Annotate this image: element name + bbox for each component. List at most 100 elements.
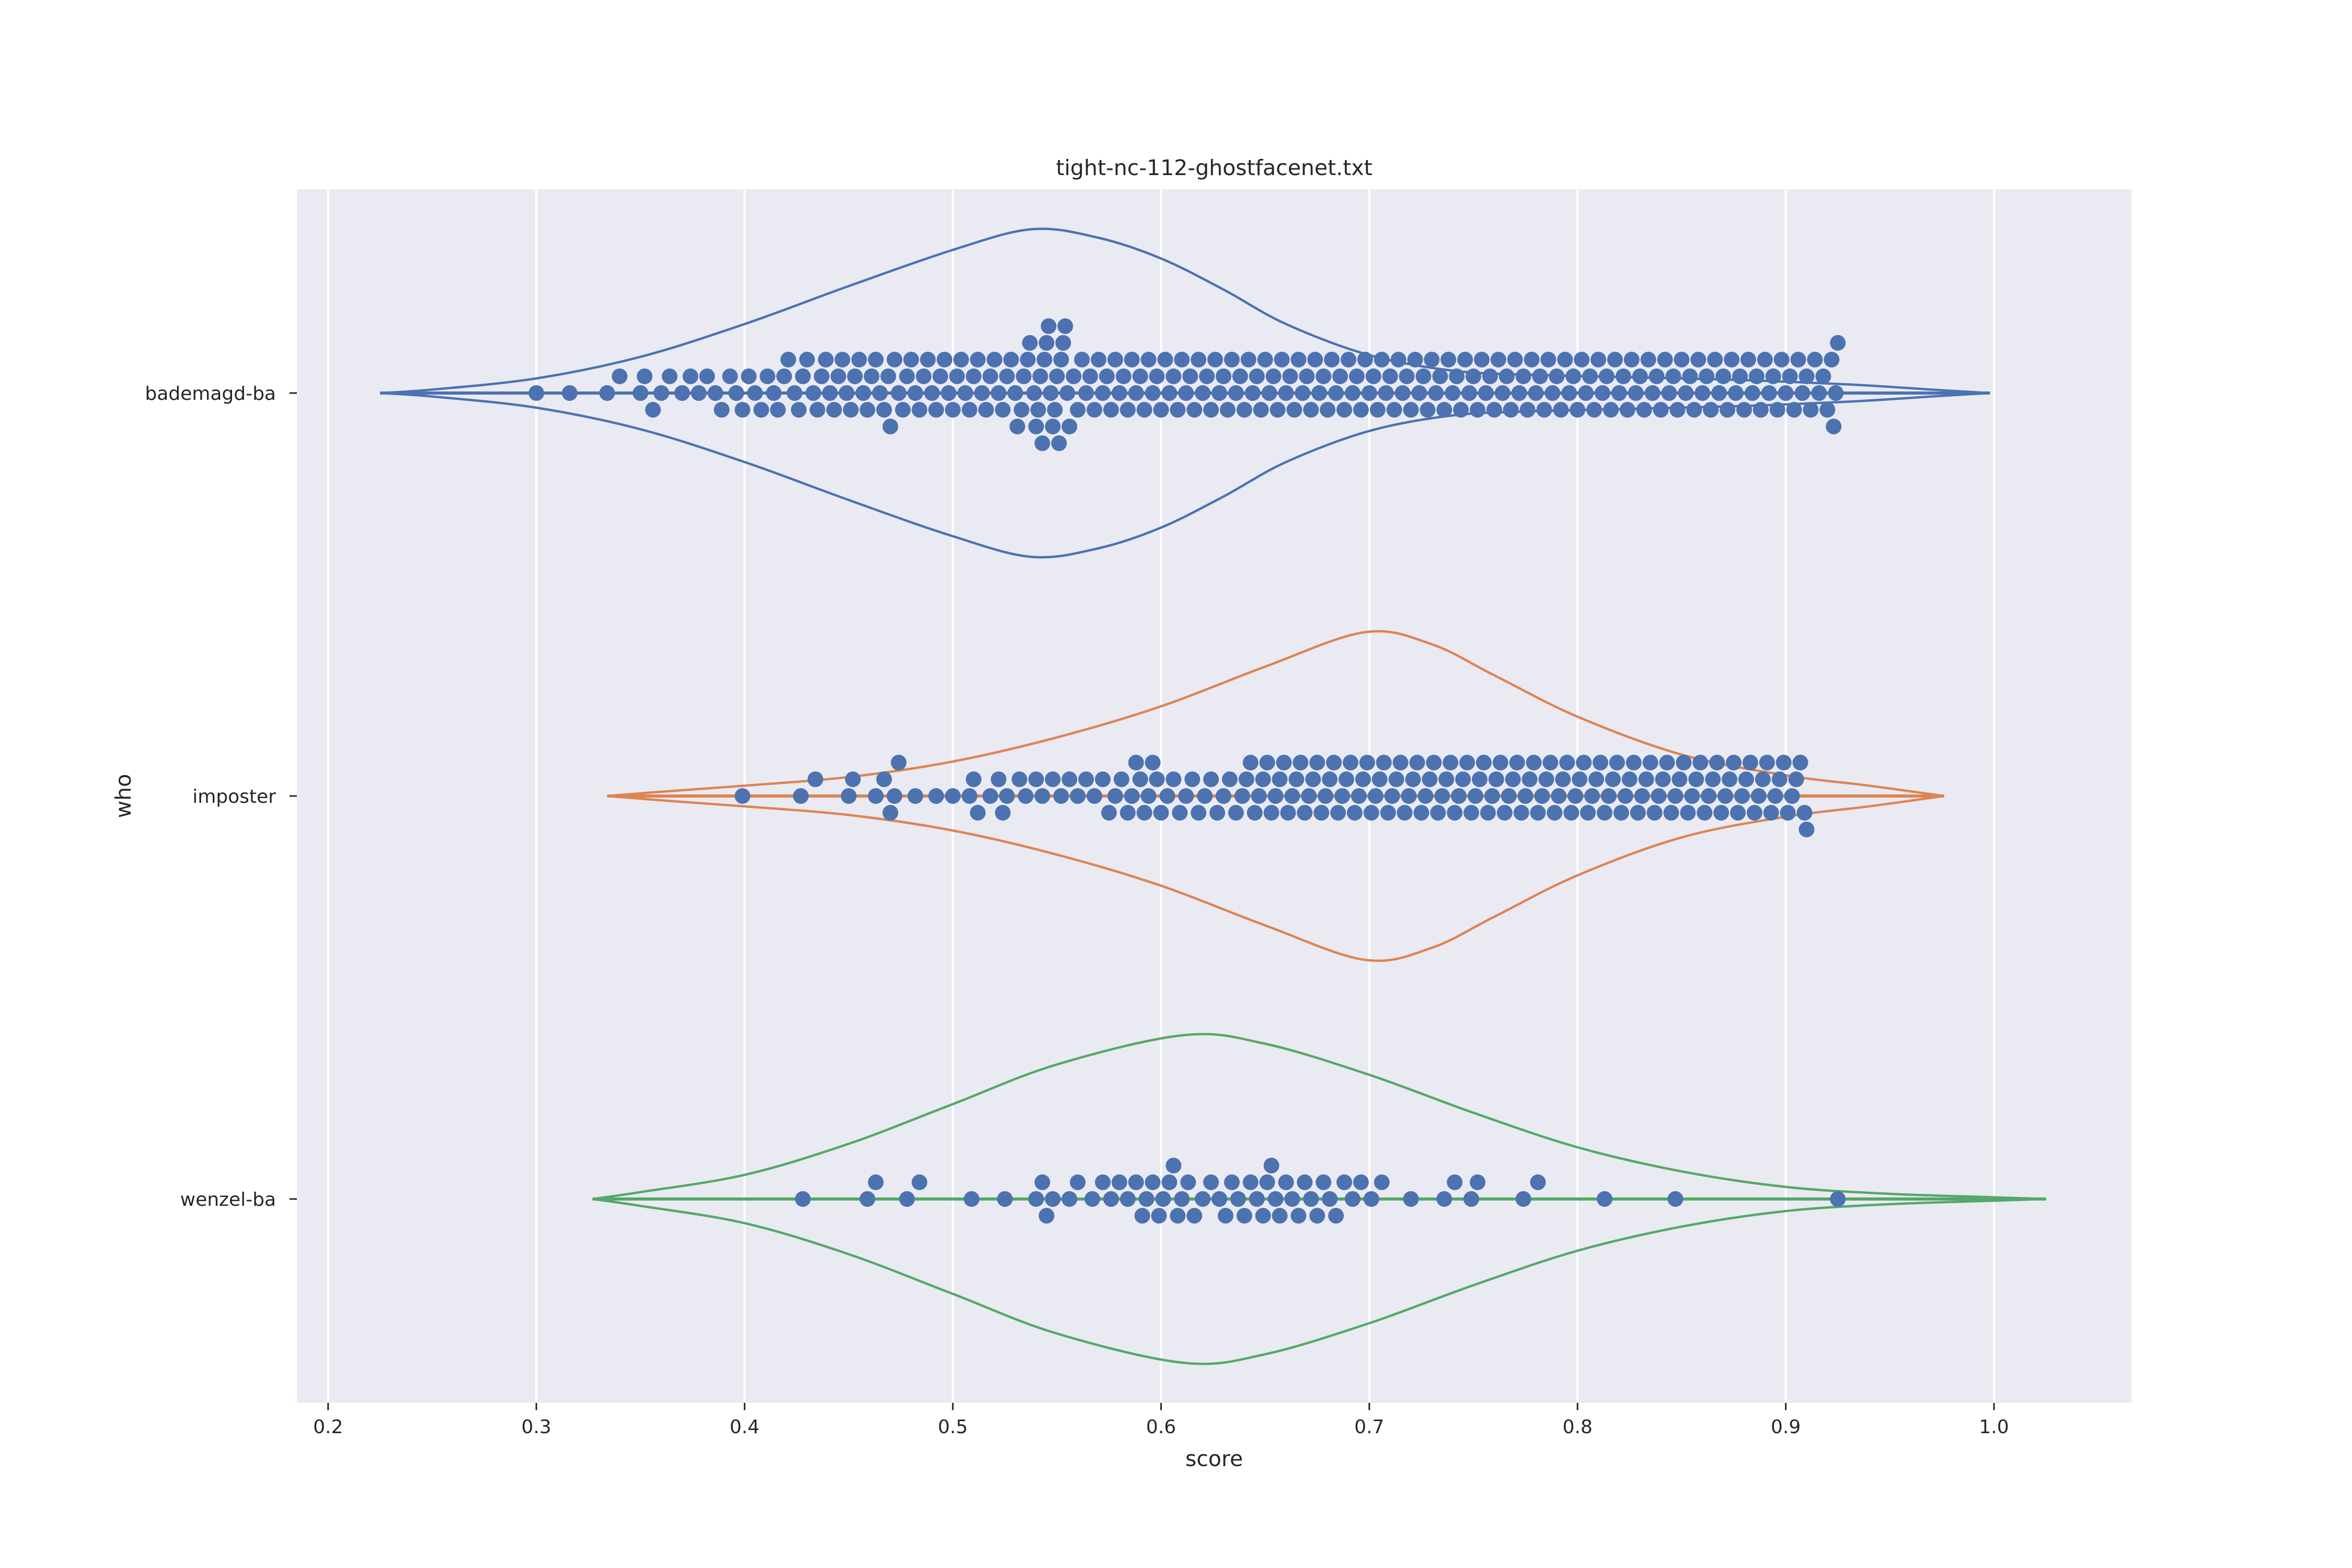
swarm-point-imposter [1521, 771, 1538, 787]
swarm-point-bademagd-ba [1595, 385, 1610, 401]
swarm-point-bademagd-ba [1244, 385, 1261, 401]
swarm-point-bademagd-ba [1149, 368, 1165, 384]
swarm-point-imposter [1401, 788, 1417, 804]
swarm-point-bademagd-ba [995, 402, 1011, 418]
swarm-point-imposter [1371, 771, 1388, 787]
swarm-point-imposter [840, 788, 857, 804]
y-tick-label: bademagd-ba [145, 383, 276, 405]
swarm-point-imposter [1746, 805, 1762, 821]
y-tick-label: wenzel-ba [180, 1189, 276, 1210]
swarm-point-imposter [1018, 788, 1034, 804]
swarm-point-wenzel-ba [899, 1191, 915, 1207]
swarm-point-imposter [1496, 805, 1513, 821]
swarm-point-imposter [1688, 771, 1704, 787]
swarm-point-imposter [1613, 805, 1629, 821]
swarm-point-bademagd-ba [1611, 385, 1627, 401]
swarm-point-bademagd-ba [1212, 385, 1227, 401]
swarm-point-imposter [1140, 788, 1157, 804]
swarm-point-bademagd-ba [843, 402, 859, 418]
swarm-point-imposter [1259, 755, 1275, 770]
swarm-point-imposter [1651, 788, 1667, 804]
swarm-point-wenzel-ba [1128, 1174, 1144, 1190]
swarm-point-bademagd-ba [599, 385, 615, 401]
swarm-point-bademagd-ba [1086, 402, 1102, 418]
swarm-point-bademagd-ba [1365, 368, 1381, 384]
swarm-point-bademagd-ba [970, 352, 986, 367]
swarm-point-bademagd-ba [1553, 402, 1569, 418]
swarm-point-bademagd-ba [690, 385, 707, 401]
swarm-point-imposter [1430, 805, 1446, 821]
swarm-point-imposter [1132, 771, 1148, 787]
swarm-point-imposter [1717, 788, 1734, 804]
swarm-point-bademagd-ba [1378, 385, 1394, 401]
swarm-point-bademagd-ba [1261, 385, 1277, 401]
swarm-point-bademagd-ba [822, 385, 838, 401]
swarm-point-imposter [1191, 805, 1207, 821]
swarm-point-bademagd-ba [1761, 385, 1777, 401]
swarm-point-bademagd-ba [1039, 335, 1055, 351]
swarm-point-imposter [1534, 788, 1550, 804]
swarm-point-bademagd-ba [1786, 402, 1802, 418]
swarm-point-bademagd-ba [1507, 352, 1523, 367]
swarm-point-imposter [1792, 755, 1808, 770]
swarm-point-imposter [868, 788, 884, 804]
swarm-point-wenzel-ba [997, 1191, 1013, 1207]
swarm-point-imposter [1238, 771, 1254, 787]
swarm-point-imposter [1318, 788, 1334, 804]
swarm-point-imposter [1184, 771, 1201, 787]
swarm-point-imposter [907, 788, 924, 804]
swarm-point-imposter [1363, 805, 1379, 821]
swarm-point-bademagd-ba [1682, 368, 1698, 384]
swarm-point-wenzel-ba [1830, 1191, 1846, 1207]
swarm-point-imposter [1322, 771, 1338, 787]
swarm-point-bademagd-ba [1803, 402, 1819, 418]
swarm-point-imposter [1547, 805, 1563, 821]
swarm-point-bademagd-ba [810, 402, 825, 418]
swarm-point-bademagd-ba [728, 385, 744, 401]
swarm-point-bademagd-ba [1678, 385, 1694, 401]
swarm-point-bademagd-ba [1107, 352, 1123, 367]
swarm-point-bademagd-ba [876, 402, 892, 418]
swarm-point-bademagd-ba [1773, 352, 1790, 367]
swarm-point-imposter [961, 788, 977, 804]
swarm-point-bademagd-ba [1249, 368, 1265, 384]
swarm-point-wenzel-ba [912, 1174, 928, 1190]
swarm-point-wenzel-ba [795, 1191, 811, 1207]
swarm-point-bademagd-ba [1794, 385, 1811, 401]
swarm-point-imposter [1309, 755, 1325, 770]
swarm-point-bademagd-ba [903, 352, 919, 367]
swarm-point-wenzel-ba [1259, 1174, 1275, 1190]
swarm-point-imposter [1530, 805, 1546, 821]
swarm-point-imposter [1397, 805, 1413, 821]
swarm-point-imposter [1726, 755, 1742, 770]
swarm-point-bademagd-ba [1636, 402, 1652, 418]
swarm-point-imposter [1417, 788, 1434, 804]
swarm-point-bademagd-ba [1778, 385, 1794, 401]
swarm-point-imposter [1742, 755, 1758, 770]
swarm-point-wenzel-ba [1667, 1191, 1684, 1207]
swarm-point-imposter [1426, 755, 1442, 770]
swarm-point-imposter [1488, 771, 1504, 787]
swarm-point-bademagd-ba [1619, 402, 1635, 418]
swarm-point-bademagd-ba [1699, 368, 1715, 384]
swarm-point-imposter [1234, 788, 1250, 804]
swarm-point-wenzel-ba [859, 1191, 875, 1207]
swarm-point-imposter [1413, 805, 1429, 821]
swarm-point-bademagd-ba [895, 402, 911, 418]
swarm-point-wenzel-ba [1255, 1208, 1271, 1224]
swarm-point-bademagd-ba [770, 402, 786, 418]
swarm-point-imposter [1045, 771, 1061, 787]
swarm-point-bademagd-ba [1436, 402, 1452, 418]
swarm-point-imposter [882, 805, 898, 821]
swarm-point-bademagd-ba [834, 352, 850, 367]
swarm-point-imposter [1128, 755, 1144, 770]
swarm-point-bademagd-ba [1561, 385, 1577, 401]
swarm-point-imposter [1330, 805, 1346, 821]
swarm-point-bademagd-ba [1661, 385, 1677, 401]
swarm-point-imposter [1172, 805, 1188, 821]
swarm-point-wenzel-ba [1062, 1191, 1078, 1207]
swarm-point-imposter [1713, 805, 1730, 821]
swarm-point-bademagd-ba [1428, 385, 1444, 401]
swarm-point-bademagd-ba [766, 385, 782, 401]
swarm-point-imposter [1621, 771, 1638, 787]
